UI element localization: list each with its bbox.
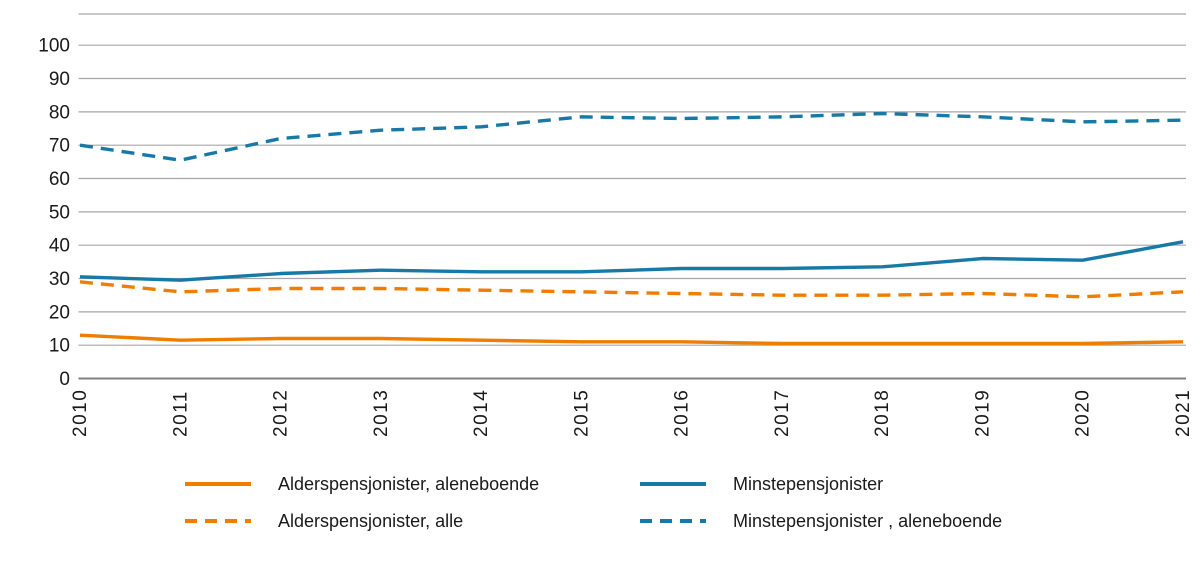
legend-column-left: Alderspensjonister, aleneboende Alderspe…: [185, 473, 539, 547]
chart-legend: Alderspensjonister, aleneboende Alderspe…: [0, 473, 1200, 563]
x-axis-tick-label: 2012: [271, 389, 292, 437]
y-axis-tick-label: 50: [49, 202, 70, 223]
y-axis-tick-label: 80: [49, 102, 70, 123]
series-line-alderspensjonister-aleneboende: [79, 333, 1184, 346]
legend-column-right: Minstepensjonister Minstepensjonister , …: [640, 473, 1002, 547]
legend-line-dashed-blue-icon: [640, 519, 706, 523]
x-axis-tick-label: 2013: [371, 389, 392, 437]
x-axis-tick-label: 2019: [972, 389, 993, 437]
x-axis-tick-label: 2017: [772, 389, 793, 437]
legend-label: Alderspensjonister, aleneboende: [278, 474, 540, 494]
legend-label: Minstepensjonister , aleneboende: [733, 511, 1003, 531]
x-axis-tick-label: 2018: [872, 389, 893, 437]
legend-item-alderspensjonister-alle: Alderspensjonister, alle: [185, 510, 539, 532]
legend-line-solid-blue-icon: [640, 482, 706, 486]
x-axis-tick-label: 2015: [571, 389, 592, 437]
x-axis-tick-label: 2011: [170, 390, 191, 437]
legend-label: Alderspensjonister, alle: [278, 511, 464, 531]
x-axis-tick-label: 2021: [1173, 389, 1194, 437]
chart-canvas: 0 10 20 30 40 50 60 70 80 90 100 2010 2011 2012 2013 20…: [38, 13, 1194, 437]
x-axis-tick-label: 2014: [471, 389, 492, 437]
y-axis-tick-label: 40: [49, 236, 70, 257]
y-axis-tick-label: 30: [49, 269, 70, 290]
legend-label: Minstepensjonister: [733, 474, 884, 494]
legend-item-alderspensjonister-aleneboende: Alderspensjonister, aleneboende: [185, 473, 539, 495]
y-axis-tick-label: 100: [38, 36, 70, 57]
y-axis-tick-label: 70: [49, 136, 70, 157]
y-axis-tick-label: 90: [49, 69, 70, 90]
x-axis-tick-label: 2016: [672, 389, 693, 437]
legend-line-solid-orange-icon: [185, 482, 251, 486]
y-axis-tick-label: 0: [59, 369, 70, 390]
y-axis-tick-label: 60: [49, 169, 70, 190]
legend-item-minstepensjonister-aleneboende: Minstepensjonister , aleneboende: [640, 510, 1002, 532]
x-axis-tick-label: 2010: [70, 389, 91, 437]
series-line-minstepensjonister: [79, 240, 1184, 282]
legend-item-minstepensjonister: Minstepensjonister: [640, 473, 1002, 495]
y-axis-tick-label: 10: [49, 336, 70, 357]
x-axis-tick-label: 2020: [1073, 389, 1094, 437]
series-line-minstepensjonister-aleneboende: [79, 111, 1184, 162]
y-axis-tick-label: 20: [49, 302, 70, 323]
series-line-alderspensjonister-alle: [79, 280, 1184, 299]
legend-line-dashed-orange-icon: [185, 519, 251, 523]
